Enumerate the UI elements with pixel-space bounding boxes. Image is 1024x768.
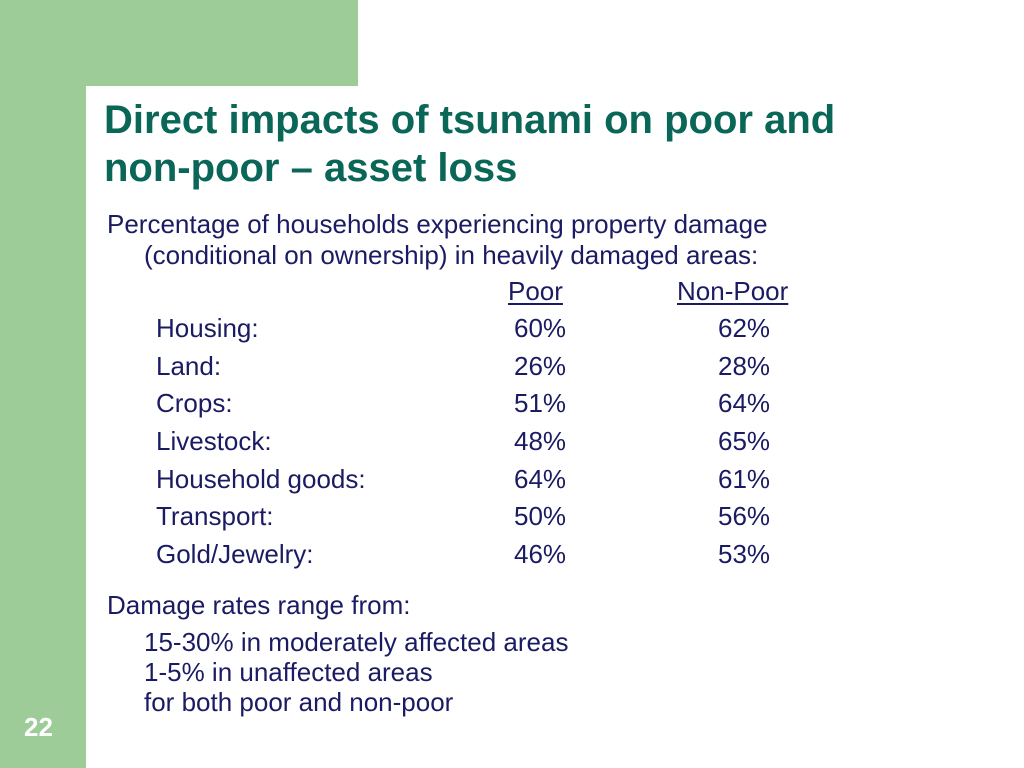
row-label: Gold/Jewelry:: [156, 539, 314, 570]
table-row: Livestock: 48% 65%: [156, 426, 856, 464]
frame-left-band: [0, 0, 86, 768]
table-row: Gold/Jewelry: 46% 53%: [156, 539, 856, 577]
row-label: Land:: [156, 350, 222, 381]
non-poor-value: 65%: [718, 426, 771, 457]
intro-text-line-1: Percentage of households experiencing pr…: [107, 209, 768, 239]
asset-loss-table: Housing: 60% 62% Land: 26% 28% Crops: 51…: [156, 313, 856, 577]
frame-top-band: [0, 0, 358, 86]
non-poor-value: 64%: [718, 388, 771, 419]
poor-value: 64%: [514, 463, 567, 494]
poor-value: 48%: [514, 426, 567, 457]
poor-value: 26%: [514, 350, 567, 381]
table-row: Transport: 50% 56%: [156, 501, 856, 539]
non-poor-value: 56%: [718, 501, 771, 532]
non-poor-value: 28%: [718, 350, 771, 381]
damage-rate-line: 15-30% in moderately affected areas: [144, 627, 569, 657]
damage-rates-heading: Damage rates range from:: [107, 590, 411, 620]
content-panel: [86, 86, 1024, 768]
poor-value: 50%: [514, 501, 567, 532]
poor-value: 46%: [514, 539, 567, 570]
slide-title: Direct impacts of tsunami on poor and no…: [104, 96, 984, 192]
row-label: Livestock:: [156, 426, 272, 457]
non-poor-value: 61%: [718, 463, 771, 494]
row-label: Transport:: [156, 501, 274, 532]
column-header-poor: Poor: [508, 276, 563, 306]
column-header-non-poor: Non-Poor: [677, 276, 789, 306]
slide-title-line-1: Direct impacts of tsunami on poor and: [104, 98, 836, 142]
non-poor-value: 53%: [718, 539, 771, 570]
row-label: Housing:: [156, 313, 259, 343]
non-poor-value: 62%: [718, 313, 771, 343]
table-row: Household goods: 64% 61%: [156, 464, 856, 502]
slide-number: 22: [24, 712, 53, 742]
poor-value: 51%: [514, 388, 567, 419]
row-label: Household goods:: [156, 463, 366, 494]
intro-text-line-2: (conditional on ownership) in heavily da…: [144, 240, 759, 270]
table-row: Housing: 60% 62%: [156, 313, 856, 351]
damage-rate-line: 1-5% in unaffected areas: [144, 657, 433, 687]
row-label: Crops:: [156, 388, 233, 419]
damage-rate-line: for both poor and non-poor: [144, 687, 454, 717]
slide-title-line-2: non-poor – asset loss: [104, 146, 518, 190]
table-row: Crops: 51% 64%: [156, 388, 856, 426]
poor-value: 60%: [514, 313, 567, 343]
table-row: Land: 26% 28%: [156, 351, 856, 389]
